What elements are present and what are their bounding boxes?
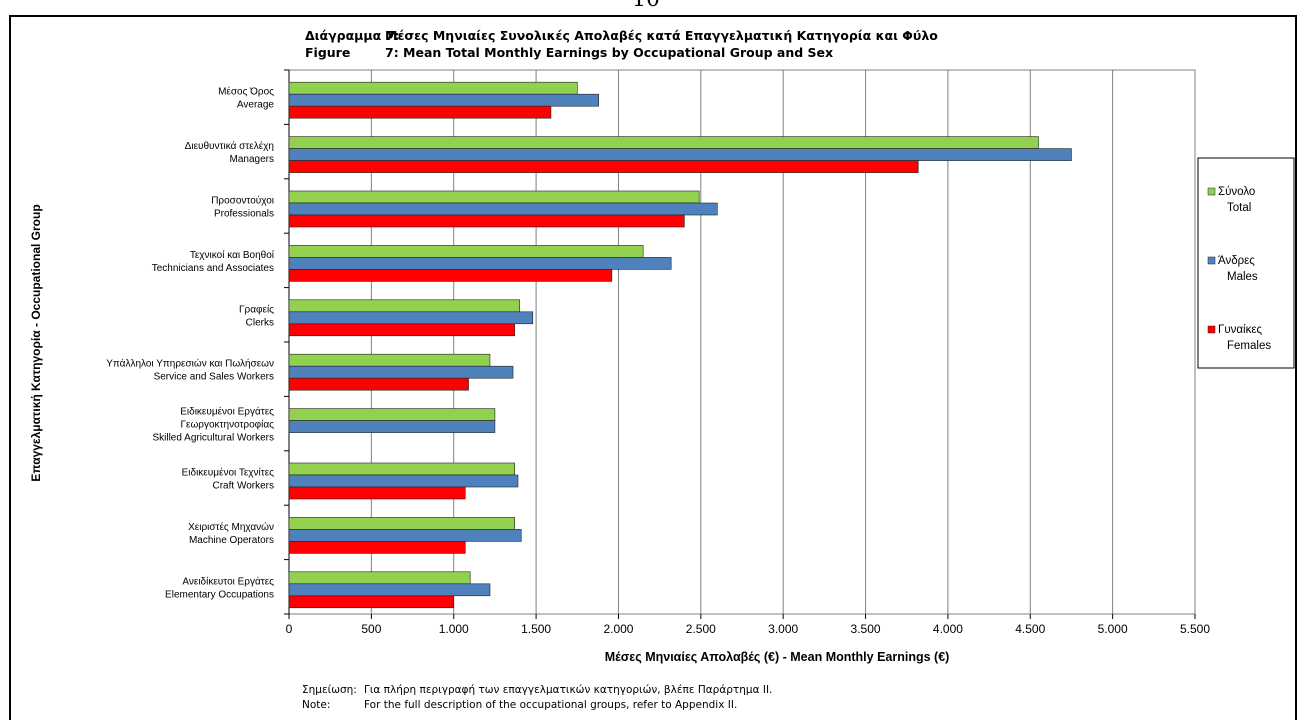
bar — [288, 269, 613, 282]
x-tick-label: 3.000 — [768, 622, 798, 636]
x-tick-label: 4.000 — [933, 622, 963, 636]
legend-label: Γυναίκες — [1218, 324, 1262, 336]
bar — [288, 408, 496, 421]
note-text-english: For the full description of the occupati… — [364, 699, 738, 711]
bar — [288, 365, 514, 379]
bar — [288, 190, 700, 204]
x-tick-label: 5.500 — [1180, 622, 1210, 636]
legend-label: Males — [1227, 271, 1258, 283]
legend-label: Females — [1227, 340, 1271, 352]
bar — [288, 148, 1072, 161]
bar — [288, 571, 471, 585]
bar — [288, 353, 491, 367]
x-tick-label: 2.500 — [686, 622, 716, 636]
category-label: Managers — [230, 154, 274, 165]
legend-swatch — [1207, 187, 1216, 196]
x-axis-title: Μέσες Μηνιαίες Απολαβές (€) - Mean Month… — [605, 650, 950, 664]
category-label: Elementary Occupations — [165, 589, 274, 600]
page-frame — [9, 15, 1297, 720]
bar — [288, 299, 520, 313]
legend-label: Σύνολο — [1218, 186, 1255, 198]
x-tick-label: 1.500 — [521, 622, 551, 636]
category-label: Machine Operators — [189, 535, 274, 546]
title-text-english: 7: Mean Total Monthly Earnings by Occupa… — [385, 45, 834, 60]
x-tick-label: 0 — [286, 622, 293, 636]
note-text-greek: Για πλήρη περιγραφή των επαγγελματικών κ… — [364, 684, 773, 696]
category-label: Μέσος Όρος — [218, 86, 274, 98]
legend-label: Άνδρες — [1218, 255, 1255, 267]
category-label: Υπάλληλοι Υπηρεσιών και Πωλήσεων — [106, 358, 274, 370]
bar — [288, 541, 466, 554]
category-label: Ειδικευμένοι Τεχνίτες — [182, 467, 275, 479]
bar — [288, 202, 718, 216]
note-greek: Σημείωση: Για πλήρη περιγραφή των επαγγελ… — [302, 684, 772, 696]
legend-swatch — [1207, 256, 1216, 265]
bar — [288, 93, 599, 107]
bar — [288, 214, 685, 228]
category-label: Γεωργοκτηνοτροφίας — [181, 419, 275, 431]
bar — [288, 462, 515, 476]
category-label: Service and Sales Workers — [154, 372, 274, 383]
bar — [288, 517, 515, 530]
x-tick-label: 4.500 — [1015, 622, 1045, 636]
chart-title-greek: Διάγραμμα 7:Μέσες Μηνιαίες Συνολικές Απο… — [305, 28, 938, 43]
bar — [288, 583, 491, 597]
note-english: Note: For the full description of the occ… — [302, 699, 737, 711]
note-prefix-greek: Σημείωση: — [302, 684, 357, 696]
bar — [288, 160, 919, 173]
bar — [288, 377, 469, 391]
category-label: Average — [237, 100, 275, 111]
title-text-greek: Μέσες Μηνιαίες Συνολικές Απολαβές κατά Ε… — [385, 28, 938, 43]
bar — [288, 474, 519, 488]
category-label: Γραφείς — [239, 303, 274, 315]
category-label: Clerks — [246, 317, 274, 328]
chart-title-english: Figure 7: Mean Total Monthly Earnings by … — [305, 45, 833, 60]
bar — [288, 245, 644, 258]
note-prefix-english: Note: — [302, 699, 331, 711]
x-tick-label: 3.500 — [851, 622, 881, 636]
bar — [288, 136, 1039, 149]
legend-label: Total — [1227, 202, 1251, 214]
x-tick-label: 2.000 — [603, 622, 633, 636]
x-tick-label: 500 — [361, 622, 381, 636]
category-label: Technicians and Associates — [152, 263, 274, 274]
category-label: Craft Workers — [213, 481, 275, 492]
category-label: Προσοντούχοι — [211, 195, 274, 207]
bar — [288, 420, 496, 433]
bar — [288, 257, 672, 270]
bar — [288, 529, 522, 542]
title-prefix-english: Figure — [305, 45, 351, 60]
category-label: Διευθυντικά στελέχη — [185, 140, 274, 152]
category-label: Ανειδίκευτοι Εργάτες — [182, 575, 274, 587]
category-label: Skilled Agricultural Workers — [152, 433, 274, 444]
bar — [288, 323, 515, 337]
legend-swatch — [1207, 325, 1216, 334]
bar — [288, 105, 552, 119]
category-label: Χειριστές Μηχανών — [188, 521, 274, 533]
x-tick-label: 1.000 — [439, 622, 469, 636]
page-number: 10 — [632, 0, 660, 12]
bar — [288, 311, 534, 325]
bar — [288, 81, 578, 95]
x-tick-label: 5.000 — [1098, 622, 1128, 636]
title-prefix-greek: Διάγραμμα 7: — [305, 28, 400, 43]
category-label: Professionals — [214, 209, 274, 220]
bar — [288, 486, 466, 500]
category-label: Ειδικευμένοι Εργάτες — [180, 406, 274, 418]
bar — [288, 595, 455, 609]
category-label: Τεχνικοί και Βοηθοί — [190, 249, 275, 261]
y-axis-title: Επαγγελματική Κατηγορία - Occupational G… — [29, 204, 43, 481]
